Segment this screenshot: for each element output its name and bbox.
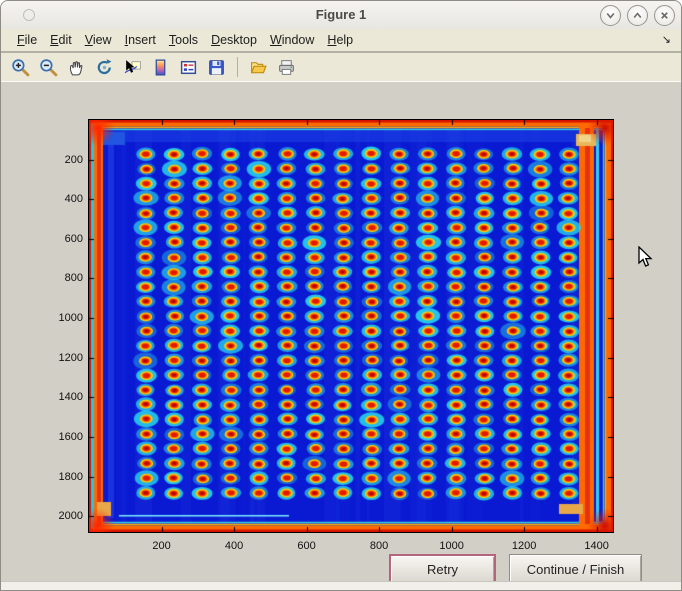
toolbar: [1, 51, 681, 81]
printer-icon: [277, 58, 296, 77]
menu-tools[interactable]: Tools: [163, 31, 205, 49]
x-tick-label: 200: [140, 540, 184, 552]
x-tick-label: 600: [285, 540, 329, 552]
y-tick-label: 800: [39, 272, 83, 284]
y-tick-label: 1400: [39, 391, 83, 403]
zoom-out-button[interactable]: [38, 57, 59, 78]
y-tick-label: 2000: [39, 510, 83, 522]
rotate-3d-icon: [95, 58, 114, 77]
menu-file[interactable]: File: [11, 31, 44, 49]
save-icon: [207, 58, 226, 77]
x-tick-label: 400: [212, 540, 256, 552]
y-tick-label: 600: [39, 233, 83, 245]
toolbar-separator: [237, 57, 238, 77]
x-tick-label: 1000: [430, 540, 474, 552]
window-title: Figure 1: [1, 7, 681, 22]
menu-window[interactable]: Window: [264, 31, 321, 49]
title-bar: Figure 1: [1, 1, 681, 30]
x-tick-label: 1400: [575, 540, 619, 552]
open-file-button[interactable]: [248, 57, 269, 78]
y-tick-label: 1200: [39, 352, 83, 364]
save-figure-button[interactable]: [206, 57, 227, 78]
plate-heatmap-image[interactable]: [89, 120, 613, 532]
insert-colorbar-button[interactable]: [150, 57, 171, 78]
menu-desktop[interactable]: Desktop: [205, 31, 264, 49]
close-button[interactable]: [654, 5, 675, 26]
chevron-up-icon: [632, 10, 643, 21]
menu-help[interactable]: Help: [321, 31, 360, 49]
menu-overflow-arrow-icon[interactable]: ↘: [662, 33, 671, 46]
zoom-out-icon: [39, 58, 58, 77]
rotate-3d-button[interactable]: [94, 57, 115, 78]
y-tick-label: 400: [39, 193, 83, 205]
mouse-cursor-icon: [638, 246, 653, 268]
data-cursor-button[interactable]: [122, 57, 143, 78]
y-tick-label: 1600: [39, 431, 83, 443]
minimize-button[interactable]: [600, 5, 621, 26]
menu-edit[interactable]: Edit: [44, 31, 79, 49]
open-folder-icon: [249, 58, 268, 77]
chevron-down-icon: [605, 10, 616, 21]
y-tick-label: 200: [39, 154, 83, 166]
pan-button[interactable]: [66, 57, 87, 78]
y-tick-label: 1800: [39, 471, 83, 483]
x-tick-label: 1200: [502, 540, 546, 552]
maximize-button[interactable]: [627, 5, 648, 26]
colorbar-icon: [151, 58, 170, 77]
print-figure-button[interactable]: [276, 57, 297, 78]
window-bottom-border: [1, 581, 681, 590]
zoom-in-button[interactable]: [10, 57, 31, 78]
insert-legend-button[interactable]: [178, 57, 199, 78]
menu-view[interactable]: View: [79, 31, 119, 49]
menu-bar: File Edit View Insert Tools Desktop Wind…: [1, 29, 681, 51]
x-tick-label: 800: [357, 540, 401, 552]
figure-canvas-area: 200 400 600 800 1000 1200 1400 200 400 600 800 100…: [1, 81, 681, 585]
y-tick-label: 1000: [39, 312, 83, 324]
hand-icon: [67, 58, 86, 77]
zoom-in-icon: [11, 58, 30, 77]
data-cursor-icon: [123, 58, 142, 77]
legend-icon: [179, 58, 198, 77]
menu-insert[interactable]: Insert: [119, 31, 163, 49]
plot-axes: [88, 119, 614, 533]
close-icon: [659, 10, 670, 21]
figure-window: Figure 1 File Edit View Insert: [0, 0, 682, 591]
